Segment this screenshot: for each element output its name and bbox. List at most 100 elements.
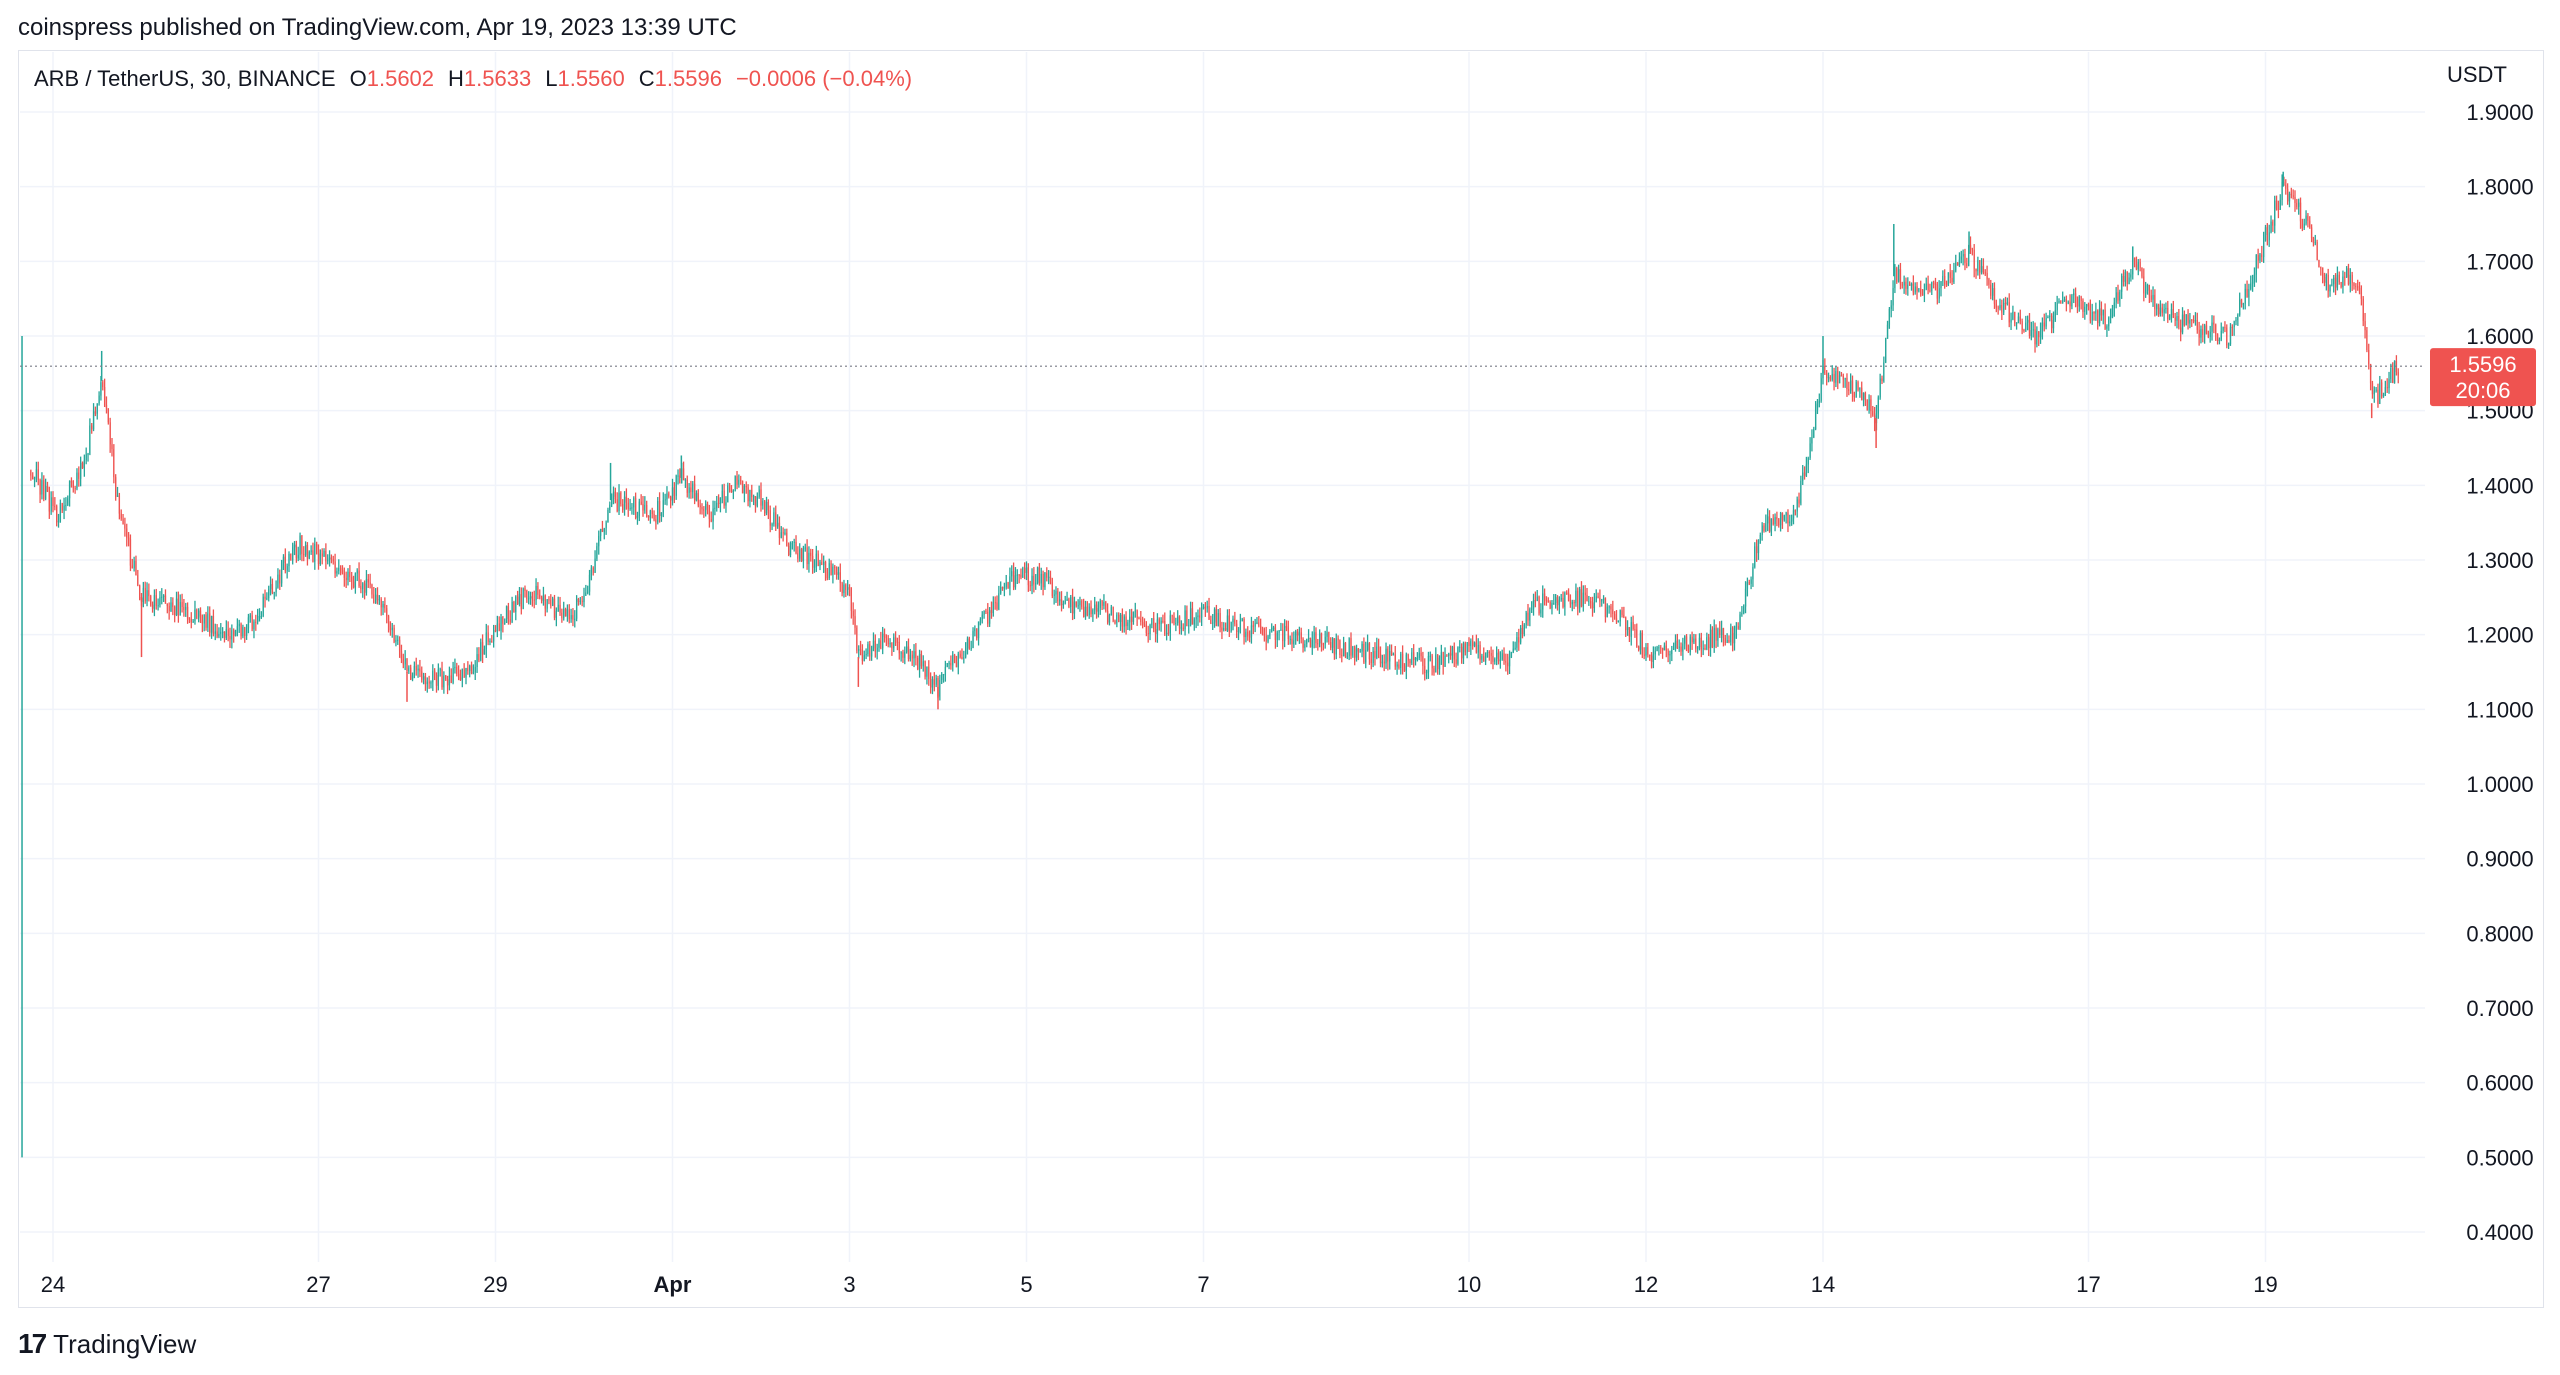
candle-body (2215, 324, 2217, 334)
candle-body (780, 532, 782, 538)
candle-body (312, 550, 314, 562)
candle-body (1567, 592, 1570, 601)
candle-body (131, 565, 133, 569)
candle-body (1680, 646, 1682, 652)
candle-body (1571, 602, 1573, 605)
candle-body (2386, 387, 2388, 389)
candle-body (1844, 377, 1846, 380)
candle-body (2222, 326, 2224, 331)
candle-body (126, 528, 128, 538)
candle-body (1521, 627, 1524, 635)
candle-body (1245, 631, 1247, 638)
candle-body (155, 595, 157, 606)
candle-body (1464, 643, 1466, 653)
candle-body (2097, 310, 2099, 324)
candle-body (1009, 576, 1011, 589)
candle-body (719, 497, 722, 505)
candle-body (1346, 656, 1348, 658)
candle-body (1586, 595, 1588, 602)
candle-body (1444, 655, 1446, 667)
candle-body (542, 595, 545, 601)
candle-body (327, 559, 329, 562)
candle-body (996, 602, 998, 610)
candle-body (2080, 296, 2082, 301)
candle-body (1772, 518, 1774, 525)
candle-body (1658, 647, 1660, 649)
candle-body (1827, 377, 1830, 379)
candle-body (1763, 525, 1765, 531)
candle-body (1123, 616, 1125, 627)
candle-body (1029, 585, 1031, 587)
candle-body (2207, 333, 2209, 338)
chart-frame[interactable] (18, 50, 2544, 1308)
candle-body (221, 631, 224, 633)
candle-body (587, 591, 589, 593)
candle-body (1739, 614, 1741, 629)
candle-body (2309, 220, 2311, 228)
symbol-name[interactable]: ARB / TetherUS, 30, BINANCE (34, 66, 336, 91)
candle-body (1376, 646, 1378, 658)
candle-body (203, 614, 205, 624)
candle-body (1289, 638, 1291, 641)
candle-body (894, 637, 897, 642)
candle-body (96, 403, 98, 414)
candle-body (1639, 632, 1642, 650)
candle-body (2272, 221, 2274, 226)
footer-brand[interactable]: 17 TradingView (18, 1328, 196, 1360)
x-tick-label: 29 (483, 1272, 507, 1297)
candle-body (797, 553, 799, 559)
candle-body (194, 609, 196, 622)
candle-body (1178, 616, 1181, 629)
candle-body (1081, 600, 1083, 607)
x-tick-label: 24 (41, 1272, 65, 1297)
candle-body (994, 602, 996, 604)
candle-body (898, 641, 900, 654)
candle-body (2135, 264, 2138, 270)
candle-body (2310, 227, 2313, 238)
candle-body (1645, 647, 1647, 656)
candle-body (1295, 631, 1297, 641)
candle-body (1667, 650, 1669, 656)
candle-body (2316, 242, 2318, 261)
candle-body (1001, 587, 1004, 589)
candle-body (705, 503, 707, 510)
y-tick-label: 1.6000 (2466, 324, 2533, 349)
candle-body (2113, 302, 2115, 309)
candle-body (883, 633, 886, 637)
candle-body (745, 485, 747, 488)
candle-body (1676, 640, 1678, 648)
candle-body (2027, 319, 2029, 323)
candle-body (1936, 284, 1938, 299)
candle-body (1993, 288, 1996, 304)
candle-body (1322, 643, 1324, 645)
candle-body (48, 491, 50, 512)
candle-body (1219, 612, 1221, 628)
candle-body (2054, 310, 2056, 320)
candle-body (124, 524, 126, 529)
candle-body (1427, 656, 1430, 672)
candle-body (310, 550, 312, 552)
candle-body (2198, 329, 2200, 338)
candle-body (953, 654, 956, 663)
candle-body (1385, 648, 1387, 664)
candle-body (941, 674, 943, 680)
candle-body (1811, 437, 1813, 444)
candle-body (885, 636, 888, 639)
x-tick-label: 5 (1020, 1272, 1032, 1297)
candle-body (544, 595, 546, 609)
candle-body (349, 571, 351, 578)
candle-body (2218, 339, 2221, 341)
candle-body (1556, 597, 1559, 606)
candle-body (2130, 274, 2132, 278)
candle-body (633, 498, 635, 508)
candle-body (732, 490, 734, 493)
candle-body (85, 454, 87, 461)
candle-body (1531, 608, 1533, 610)
candle-body (268, 589, 270, 599)
candle-body (1398, 664, 1400, 668)
candle-body (928, 666, 930, 680)
candle-body (1702, 648, 1704, 650)
candle-body (1503, 653, 1505, 661)
candle-body (238, 623, 240, 627)
